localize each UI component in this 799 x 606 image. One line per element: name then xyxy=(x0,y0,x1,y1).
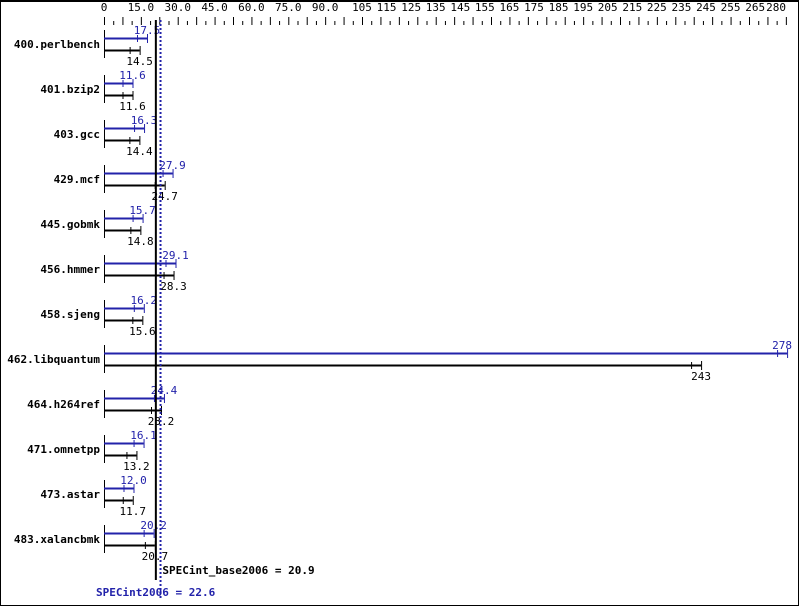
benchmark-label: 400.perlbench xyxy=(14,38,100,51)
x-tick-label: 255 xyxy=(721,1,741,14)
base-value-label: 13.2 xyxy=(123,460,150,473)
base-value-label: 28.3 xyxy=(160,280,187,293)
peak-value-label: 15.7 xyxy=(129,204,156,217)
benchmark-row: 445.gobmk 15.7 14.8 xyxy=(40,204,155,248)
x-tick-label: 245 xyxy=(696,1,716,14)
benchmark-label: 483.xalancbmk xyxy=(14,533,100,546)
peak-value-label: 16.2 xyxy=(131,294,158,307)
benchmark-row: 400.perlbench 17.5 14.5 xyxy=(14,24,160,68)
x-tick-label: 205 xyxy=(598,1,618,14)
x-tick-label: 30.0 xyxy=(164,1,191,14)
x-tick-label: 265 xyxy=(745,1,765,14)
x-tick-label: 105 xyxy=(352,1,372,14)
base-value-label: 14.4 xyxy=(126,145,153,158)
benchmark-row: 471.omnetpp 16.1 13.2 xyxy=(27,429,157,473)
x-tick-label: 75.0 xyxy=(275,1,302,14)
x-tick-label: 60.0 xyxy=(238,1,265,14)
base-value-label: 14.5 xyxy=(126,55,153,68)
peak-value-label: 11.6 xyxy=(119,69,146,82)
base-value-label: 14.8 xyxy=(127,235,154,248)
x-tick-label: 175 xyxy=(524,1,544,14)
x-tick-label: 235 xyxy=(671,1,691,14)
benchmark-row: 401.bzip2 11.6 11.6 xyxy=(40,69,145,113)
peak-value-label: 24.4 xyxy=(151,384,178,397)
benchmark-label: 445.gobmk xyxy=(40,218,100,231)
benchmark-row: 403.gcc 16.3 14.4 xyxy=(54,114,158,158)
x-tick-label: 15.0 xyxy=(128,1,155,14)
x-tick-label: 280 xyxy=(766,1,786,14)
x-tick-label: 125 xyxy=(401,1,421,14)
peak-value-label: 17.5 xyxy=(134,24,161,37)
benchmark-row: 429.mcf 27.9 24.7 xyxy=(54,159,186,203)
benchmark-row: 462.libquantum 278 243 xyxy=(7,339,792,383)
base-value-label: 15.6 xyxy=(129,325,156,338)
x-tick-label: 45.0 xyxy=(201,1,228,14)
benchmark-label: 401.bzip2 xyxy=(40,83,100,96)
x-tick-label: 195 xyxy=(573,1,593,14)
benchmark-row: 458.sjeng 16.2 15.6 xyxy=(40,294,157,338)
benchmark-label: 403.gcc xyxy=(54,128,100,141)
peak-value-label: 16.1 xyxy=(130,429,157,442)
benchmark-row: 473.astar 12.0 11.7 xyxy=(40,474,146,518)
benchmark-label: 471.omnetpp xyxy=(27,443,100,456)
x-tick-label: 145 xyxy=(450,1,470,14)
x-tick-label: 90.0 xyxy=(312,1,339,14)
x-tick-label: 135 xyxy=(426,1,446,14)
peak-value-label: 16.3 xyxy=(131,114,158,127)
benchmark-label: 473.astar xyxy=(40,488,100,501)
x-tick-label: 115 xyxy=(377,1,397,14)
x-tick-label: 165 xyxy=(499,1,519,14)
peak-value-label: 29.1 xyxy=(162,249,189,262)
base-reference-label: SPECint_base2006 = 20.9 xyxy=(162,564,314,577)
base-value-label: 11.7 xyxy=(119,505,146,518)
x-tick-label: 225 xyxy=(647,1,667,14)
benchmark-label: 464.h264ref xyxy=(27,398,100,411)
benchmark-label: 429.mcf xyxy=(54,173,100,186)
base-value-label: 11.6 xyxy=(119,100,146,113)
peak-value-label: 12.0 xyxy=(120,474,147,487)
benchmark-label: 456.hmmer xyxy=(40,263,100,276)
peak-value-label: 27.9 xyxy=(159,159,186,172)
base-value-label: 243 xyxy=(691,370,711,383)
benchmark-row: 456.hmmer 29.1 28.3 xyxy=(40,249,188,293)
peak-reference-label: SPECint2006 = 22.6 xyxy=(96,586,216,599)
benchmark-label: 458.sjeng xyxy=(40,308,100,321)
base-value-label: 24.7 xyxy=(151,190,178,203)
x-tick-label: 0 xyxy=(101,1,108,14)
peak-value-label: 278 xyxy=(772,339,792,352)
x-tick-label: 185 xyxy=(549,1,569,14)
x-tick-label: 215 xyxy=(622,1,642,14)
x-tick-label: 155 xyxy=(475,1,495,14)
benchmark-label: 462.libquantum xyxy=(7,353,100,366)
peak-value-label: 20.2 xyxy=(140,519,167,532)
